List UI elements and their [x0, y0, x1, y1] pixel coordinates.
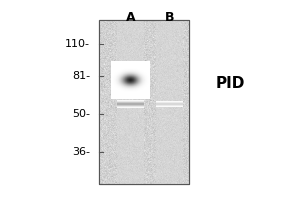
Text: A: A	[126, 11, 135, 24]
Text: 81-: 81-	[72, 71, 90, 81]
Bar	[99, 20, 189, 184]
Bar	[156, 20, 183, 184]
Text: PID: PID	[216, 76, 245, 92]
Text: 36-: 36-	[72, 147, 90, 157]
Text: 110-: 110-	[65, 39, 90, 49]
Text: 50-: 50-	[72, 109, 90, 119]
Bar	[99, 20, 189, 184]
Bar	[117, 20, 144, 184]
Text: B: B	[165, 11, 174, 24]
